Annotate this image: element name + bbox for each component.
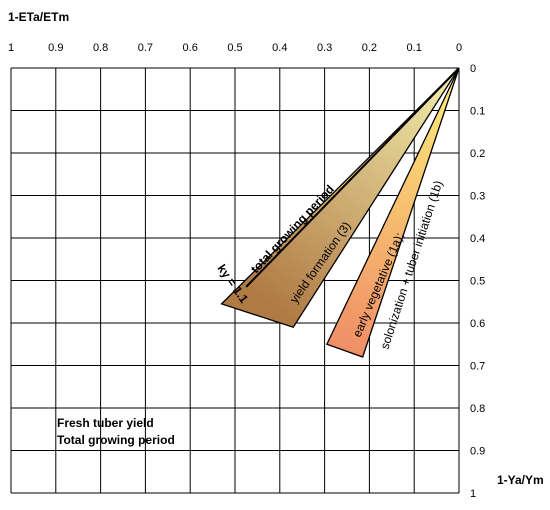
x-tick-label: 0.1 — [407, 42, 422, 54]
y-tick-label: 0.7 — [470, 361, 485, 373]
early-vegetative-band — [325, 67, 460, 358]
x-tick-label: 0.6 — [183, 42, 198, 54]
y-tick-label: 0.4 — [470, 233, 485, 245]
y-axis-title: 1-Ya/Ym — [497, 473, 544, 487]
yield-formation-band — [220, 67, 460, 329]
annotation-fresh-tuber-yield: Fresh tuber yield — [57, 416, 154, 430]
total-growing-period-line — [245, 67, 460, 288]
y-tick-label: 0.8 — [470, 403, 485, 415]
x-tick-labels: 1 0.9 0.8 0.7 0.6 0.5 0.4 0.3 0.2 0.1 0 — [8, 42, 462, 54]
x-tick-label: 0.9 — [48, 42, 63, 54]
y-tick-label: 0.6 — [470, 318, 485, 330]
y-tick-label: 0.5 — [470, 276, 485, 288]
x-tick-label: 0.7 — [138, 42, 153, 54]
y-tick-label: 0.2 — [470, 148, 485, 160]
y-tick-labels: 0 0.1 0.2 0.3 0.4 0.5 0.6 0.7 0.8 0.9 1 — [470, 63, 485, 500]
x-tick-label: 0.4 — [272, 42, 287, 54]
y-tick-label: 0.1 — [470, 106, 485, 118]
x-tick-label: 1 — [8, 42, 14, 54]
y-tick-label: 1 — [470, 488, 476, 500]
x-tick-label: 0.8 — [93, 42, 108, 54]
x-tick-label: 0.5 — [227, 42, 242, 54]
y-tick-label: 0 — [470, 63, 476, 75]
x-tick-label: 0.2 — [362, 42, 377, 54]
y-tick-label: 0.3 — [470, 191, 485, 203]
x-tick-label: 0 — [456, 42, 462, 54]
x-tick-label: 0.3 — [317, 42, 332, 54]
x-axis-title: 1-ETa/ETm — [8, 10, 69, 24]
annotation-total-growing-period: Total growing period — [57, 433, 175, 447]
y-tick-label: 0.9 — [470, 446, 485, 458]
